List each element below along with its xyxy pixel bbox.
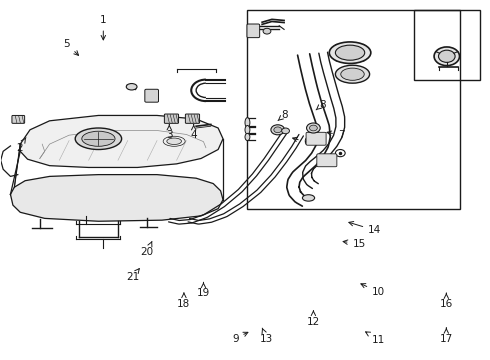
Text: 20: 20 bbox=[141, 241, 154, 257]
Text: 4: 4 bbox=[191, 125, 197, 140]
Text: 21: 21 bbox=[126, 269, 139, 282]
Circle shape bbox=[307, 123, 320, 133]
FancyBboxPatch shape bbox=[185, 114, 199, 123]
Ellipse shape bbox=[126, 84, 137, 90]
FancyBboxPatch shape bbox=[12, 116, 24, 123]
Text: 10: 10 bbox=[361, 284, 385, 297]
Circle shape bbox=[274, 127, 282, 133]
Text: 2: 2 bbox=[16, 138, 26, 153]
Ellipse shape bbox=[439, 50, 455, 62]
Text: 8: 8 bbox=[278, 111, 288, 121]
Bar bbox=[247, 10, 460, 209]
Circle shape bbox=[263, 28, 271, 34]
Ellipse shape bbox=[434, 47, 460, 66]
Text: 14: 14 bbox=[349, 221, 381, 235]
Circle shape bbox=[310, 125, 318, 131]
Text: 13: 13 bbox=[260, 328, 273, 343]
Ellipse shape bbox=[341, 68, 364, 80]
FancyBboxPatch shape bbox=[145, 89, 159, 102]
Ellipse shape bbox=[335, 65, 369, 83]
FancyBboxPatch shape bbox=[335, 44, 365, 61]
Text: 9: 9 bbox=[232, 332, 248, 343]
Circle shape bbox=[282, 128, 290, 134]
FancyBboxPatch shape bbox=[306, 132, 326, 145]
Circle shape bbox=[271, 125, 285, 135]
Ellipse shape bbox=[245, 118, 250, 128]
Text: 12: 12 bbox=[307, 311, 320, 327]
Ellipse shape bbox=[75, 128, 122, 149]
Ellipse shape bbox=[82, 131, 115, 146]
Text: 19: 19 bbox=[197, 282, 210, 298]
Ellipse shape bbox=[329, 42, 371, 63]
FancyBboxPatch shape bbox=[317, 154, 337, 167]
Polygon shape bbox=[20, 116, 223, 167]
Bar bbox=[414, 10, 480, 80]
Polygon shape bbox=[10, 175, 223, 221]
FancyBboxPatch shape bbox=[164, 114, 178, 123]
Ellipse shape bbox=[302, 195, 315, 201]
Text: 15: 15 bbox=[343, 239, 366, 249]
Text: 1: 1 bbox=[100, 15, 107, 40]
Text: 16: 16 bbox=[440, 293, 453, 309]
Text: 8: 8 bbox=[316, 100, 325, 110]
Text: 6: 6 bbox=[293, 137, 310, 147]
Text: 18: 18 bbox=[177, 293, 191, 309]
Text: 5: 5 bbox=[63, 39, 78, 55]
Text: 7: 7 bbox=[327, 130, 344, 140]
Text: 3: 3 bbox=[166, 125, 172, 140]
Ellipse shape bbox=[245, 134, 250, 140]
Text: 17: 17 bbox=[440, 328, 453, 343]
FancyBboxPatch shape bbox=[247, 24, 260, 38]
Ellipse shape bbox=[245, 126, 250, 134]
Ellipse shape bbox=[167, 138, 181, 144]
Ellipse shape bbox=[335, 45, 365, 60]
Text: 11: 11 bbox=[366, 332, 385, 345]
